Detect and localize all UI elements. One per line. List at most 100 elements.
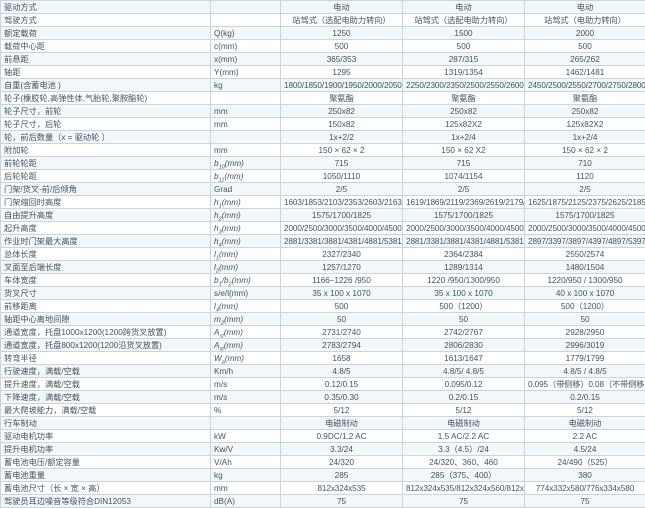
row-value-model-3: 电动 — [525, 1, 645, 14]
row-label: 前轮轮距 — [1, 157, 211, 170]
row-value-model-1: 75 — [281, 495, 403, 508]
row-value-model-1: 35 x 100 x 1070 — [281, 287, 403, 300]
row-label: 蓄电池电压/额定容量 — [1, 456, 211, 469]
row-unit: Km/h — [211, 365, 281, 378]
row-value-model-1: 2731/2740 — [281, 326, 403, 339]
table-row: 驱动方式电动电动电动 — [1, 1, 645, 14]
row-value-model-3: 0.095（带侧移）0.08（不带侧移）/0.12 — [525, 378, 645, 391]
row-unit — [211, 1, 281, 14]
row-value-model-3: 774x332x580/776x334x580 — [525, 482, 645, 495]
row-unit: b1/b2(mm) — [211, 274, 281, 287]
row-value-model-1: 1800/1850/1900/1950/2000/2050 — [281, 79, 403, 92]
row-value-model-1: 2783/2794 — [281, 339, 403, 352]
row-value-model-2: 聚氨酯 — [403, 92, 525, 105]
row-value-model-2: 75 — [403, 495, 525, 508]
row-value-model-3: 1779/1799 — [525, 352, 645, 365]
row-unit: % — [211, 404, 281, 417]
row-label: 起升高度 — [1, 222, 211, 235]
row-value-model-1: 1050/1110 — [281, 170, 403, 183]
row-unit: c(mm) — [211, 40, 281, 53]
row-label: 轴距 — [1, 66, 211, 79]
row-value-model-2: 287/315 — [403, 53, 525, 66]
row-label: 提升电机功率 — [1, 443, 211, 456]
row-value-model-2: 2250/2300/2350/2500/2550/2600 — [403, 79, 525, 92]
row-value-model-3: 聚氨酯 — [525, 92, 645, 105]
row-value-model-3: 0.2/0.15 — [525, 391, 645, 404]
row-unit: Ast(mm) — [211, 339, 281, 352]
row-label: 驾驶方式 — [1, 14, 211, 27]
row-unit: kg — [211, 469, 281, 482]
row-label: 车体宽度 — [1, 274, 211, 287]
row-value-model-1: 1603/1853/2103/2353/2603/2163/2323/2483 — [281, 196, 403, 209]
row-value-model-1: 3.3/24 — [281, 443, 403, 456]
row-value-model-3: 500（1200） — [525, 300, 645, 313]
row-unit: b10(mm) — [211, 157, 281, 170]
row-label: 蓄电池重量 — [1, 469, 211, 482]
row-unit: mm — [211, 105, 281, 118]
row-value-model-3: 1575/1700/1825 — [525, 209, 645, 222]
row-value-model-1: 715 — [281, 157, 403, 170]
row-value-model-2: 250x82 — [403, 105, 525, 118]
row-value-model-1: 1x+2/2 — [281, 131, 403, 144]
row-value-model-2: 4.8/5/ 4.8/5 — [403, 365, 525, 378]
row-value-model-2: 1613/1647 — [403, 352, 525, 365]
table-row: 轮子(橡胶轮,高弹性体,气胎轮,聚胺酯轮)聚氨酯聚氨酯聚氨酯 — [1, 92, 645, 105]
row-value-model-1: 50 — [281, 313, 403, 326]
row-value-model-1: 电磁制动 — [281, 417, 403, 430]
row-unit — [211, 92, 281, 105]
row-value-model-2: 1289/1314 — [403, 261, 525, 274]
row-value-model-2: 2806/2830 — [403, 339, 525, 352]
row-value-model-3: 1625/1875/2125/2375/2625/2185/2345/2505 — [525, 196, 645, 209]
row-value-model-1: 5/12 — [281, 404, 403, 417]
row-label: 驱动电机功率 — [1, 430, 211, 443]
row-value-model-3: 250x82 — [525, 105, 645, 118]
row-value-model-3: 2000/2500/3000/3500/4000/4500/5000/5500 — [525, 222, 645, 235]
row-unit: h1(mm) — [211, 196, 281, 209]
row-value-model-3: 2928/2950 — [525, 326, 645, 339]
row-value-model-2: 1x+2/4 — [403, 131, 525, 144]
row-unit: x(mm) — [211, 53, 281, 66]
row-value-model-2: 2742/2767 — [403, 326, 525, 339]
row-value-model-2: 0.095/0.12 — [403, 378, 525, 391]
row-label: 通道宽度，托盘1000x1200(1200跨货叉放置) — [1, 326, 211, 339]
row-value-model-1: 4.8/5 — [281, 365, 403, 378]
row-value-model-3: 1x+2/4 — [525, 131, 645, 144]
row-unit: m/s — [211, 391, 281, 404]
row-value-model-3: 2/5 — [525, 183, 645, 196]
table-row: 行车制动电磁制动电磁制动电磁制动 — [1, 417, 645, 430]
row-value-model-2: 0.2/0.15 — [403, 391, 525, 404]
row-label: 附加轮 — [1, 144, 211, 157]
row-value-model-2: 150 × 62 X2 — [403, 144, 525, 157]
row-label: 货叉尺寸 — [1, 287, 211, 300]
row-value-model-3: 2996/3019 — [525, 339, 645, 352]
row-label: 后轮轮距 — [1, 170, 211, 183]
row-label: 驱动方式 — [1, 1, 211, 14]
row-value-model-3: 1480/1504 — [525, 261, 645, 274]
row-unit: h4(mm) — [211, 235, 281, 248]
row-unit: Ast(mm) — [211, 326, 281, 339]
row-value-model-3: 2550/2574 — [525, 248, 645, 261]
row-label: 轮，前后数量（x = 驱动轮 ） — [1, 131, 211, 144]
row-value-model-2: 1074/1154 — [403, 170, 525, 183]
row-value-model-2: 715 — [403, 157, 525, 170]
table-row: 通道宽度，托盘800x1200(1200沿货叉放置)Ast(mm)2783/27… — [1, 339, 645, 352]
row-value-model-3: 500 — [525, 40, 645, 53]
row-value-model-1: 2000/2500/3000/3500/4000/4500/5000/5500 — [281, 222, 403, 235]
row-value-model-3: 1462/1481 — [525, 66, 645, 79]
row-unit: Q(kg) — [211, 27, 281, 40]
row-unit: Y(mm) — [211, 66, 281, 79]
row-value-model-1: 24/320 — [281, 456, 403, 469]
